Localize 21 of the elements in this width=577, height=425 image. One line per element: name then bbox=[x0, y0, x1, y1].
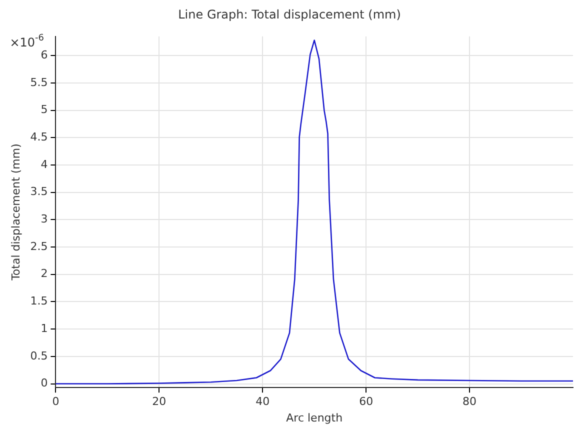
y-tick-label: 6 bbox=[40, 48, 48, 62]
y-tick-label: 3 bbox=[40, 212, 48, 226]
x-tick-label: 60 bbox=[359, 395, 374, 408]
x-tick-label: 40 bbox=[256, 395, 270, 408]
x-tick-label: 20 bbox=[152, 395, 166, 408]
y-tick-label: 5.5 bbox=[30, 76, 48, 89]
y-tick-label: 4 bbox=[40, 158, 48, 171]
y-tick-label: 1 bbox=[40, 322, 48, 335]
y-tick-label: 4.5 bbox=[30, 130, 48, 144]
y-tick-label: 0.5 bbox=[30, 349, 48, 362]
y-tick-label: 2.5 bbox=[30, 240, 48, 253]
y-tick-label: 3.5 bbox=[30, 185, 48, 198]
y-tick-label: 1.5 bbox=[30, 294, 48, 308]
y-axis-title: Total displacement (mm) bbox=[9, 144, 22, 282]
x-axis-title: Arc length bbox=[286, 411, 343, 424]
y-tick-label: 0 bbox=[40, 376, 48, 390]
y-tick-label: 2 bbox=[40, 267, 48, 280]
chart-title: Line Graph: Total displacement (mm) bbox=[178, 7, 401, 22]
x-tick-label: 80 bbox=[462, 395, 477, 408]
x-tick-label: 0 bbox=[52, 395, 60, 408]
y-tick-label: 5 bbox=[40, 103, 48, 116]
